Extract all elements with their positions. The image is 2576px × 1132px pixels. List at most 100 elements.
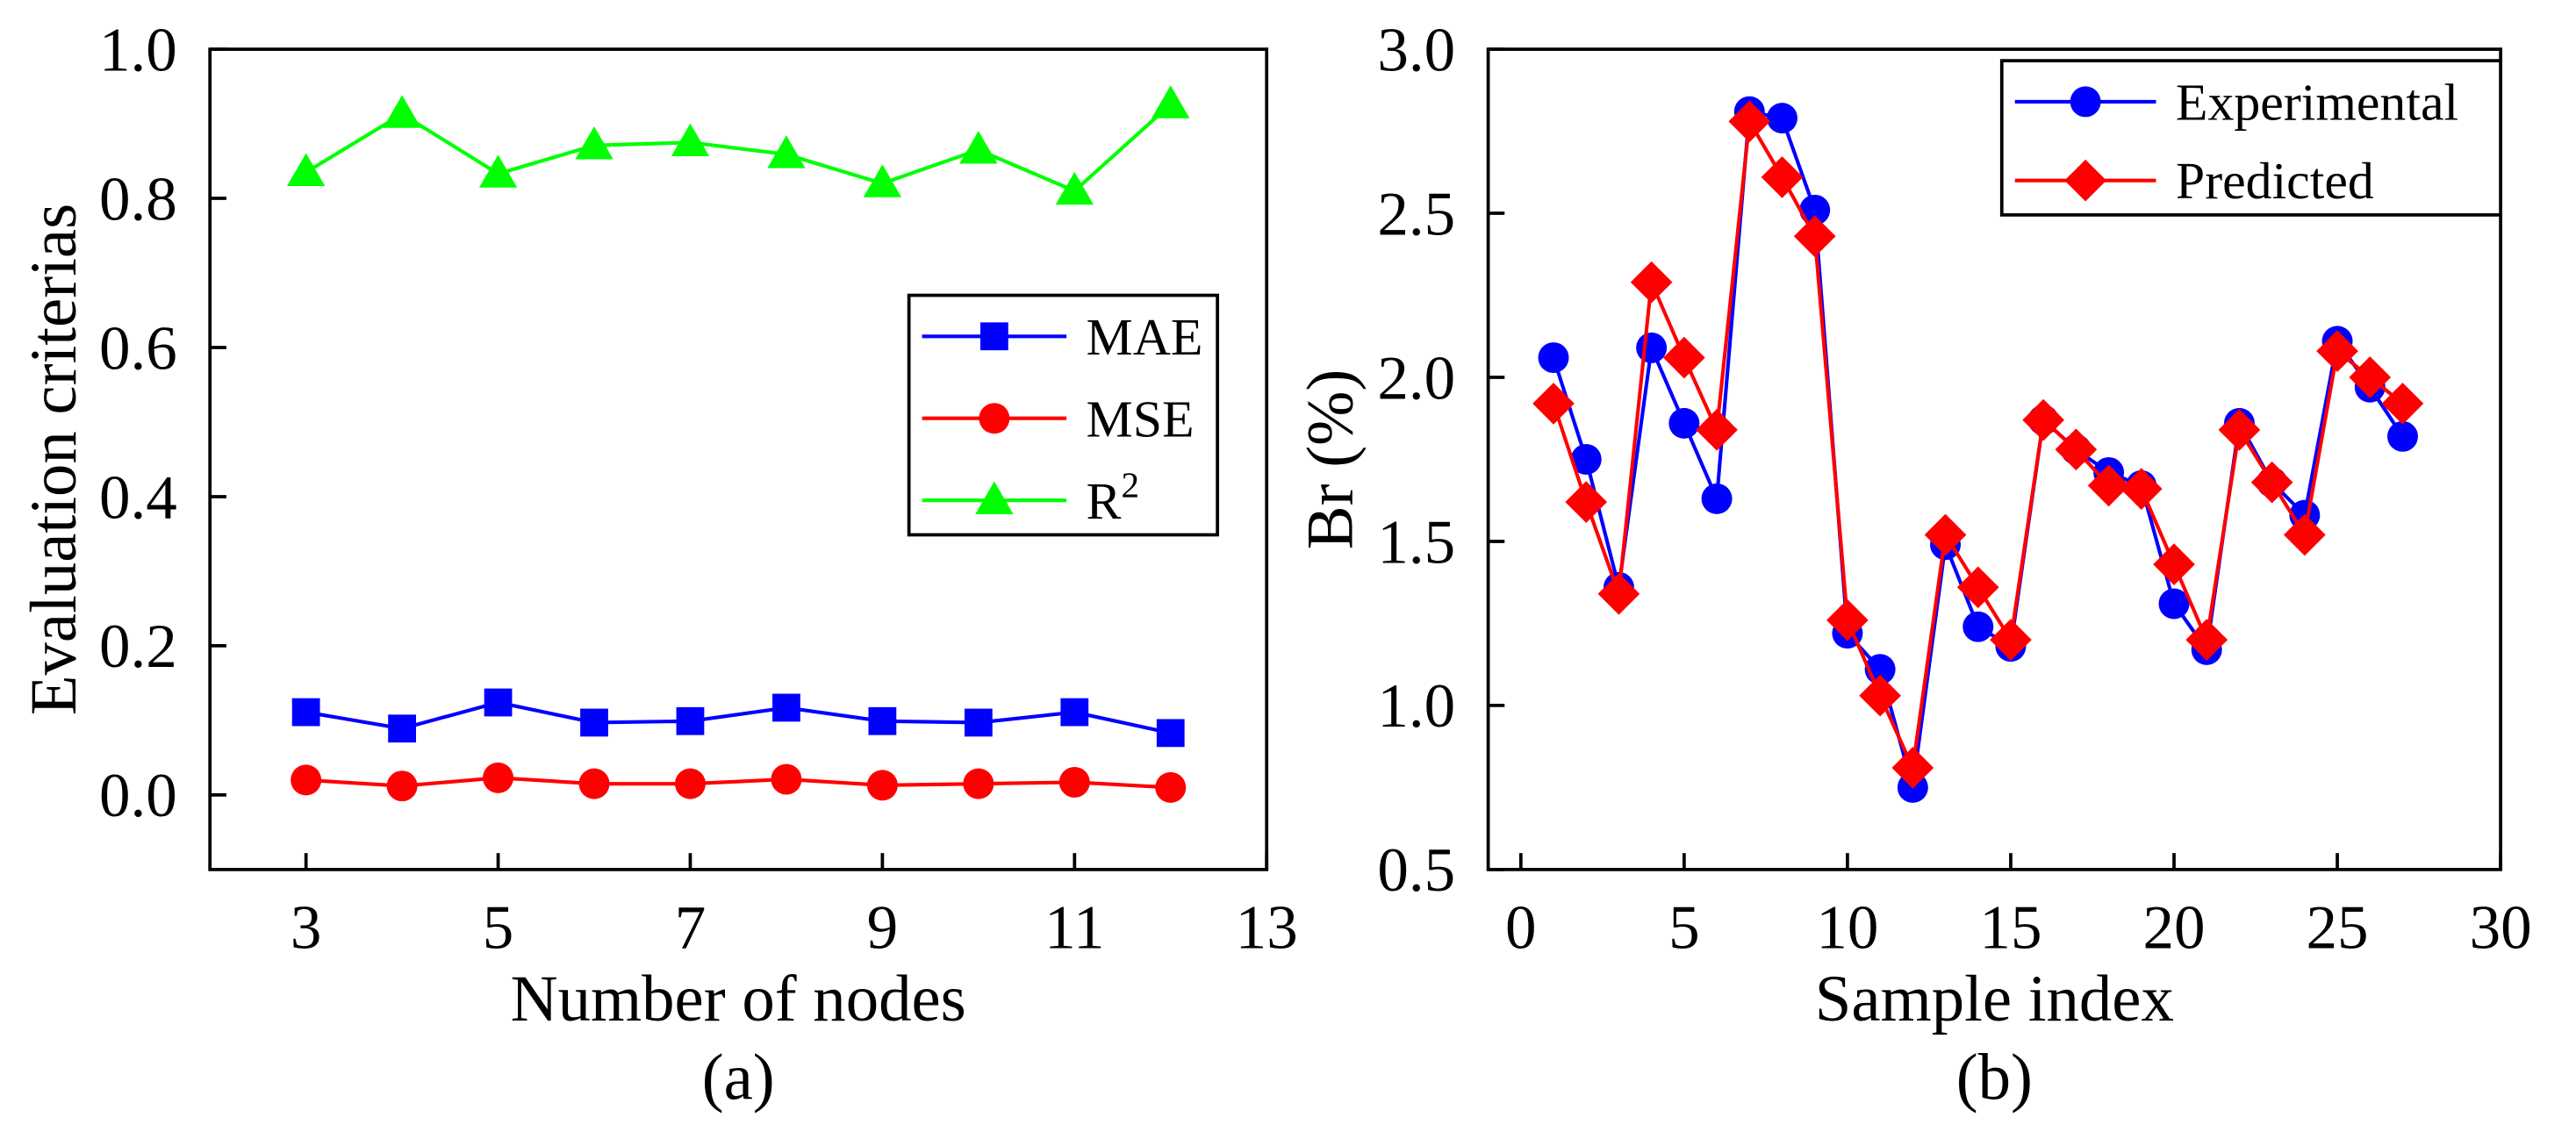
data-point-mae: [388, 714, 416, 743]
data-point-r2: [1152, 85, 1190, 118]
data-point-predicted: [1663, 336, 1705, 379]
y-tick-label: 2.0: [1377, 344, 1455, 412]
plot-frame: [208, 47, 1269, 871]
x-tick-label: 11: [1044, 894, 1104, 963]
y-tick-label: 0.2: [99, 613, 177, 681]
data-point-mae: [291, 698, 320, 727]
y-tick-label: 2.5: [1377, 180, 1455, 248]
legend-label-text: MAE: [1087, 308, 1203, 366]
legend-label: R2: [1087, 464, 1139, 529]
data-point-predicted: [1990, 619, 2032, 661]
data-point-r2: [383, 95, 421, 128]
x-axis-title: Number of nodes: [511, 963, 966, 1035]
data-point-mae: [964, 708, 993, 737]
panel-label: (b): [1956, 1042, 2033, 1114]
data-point-experimental: [1668, 407, 1700, 439]
x-axis-title: Sample index: [1815, 963, 2174, 1035]
legend-label-text: MSE: [1087, 390, 1195, 448]
data-point-r2: [478, 154, 518, 188]
data-point-mae: [868, 706, 897, 735]
data-point-mae: [1156, 719, 1185, 748]
panel-b-chart: 0 5 10 15 20 25 30 0.5 1.0 1.5 2.0 2.5 3.0 Sample ind…: [1294, 16, 2531, 1114]
x-tick-label: 5: [1668, 894, 1700, 963]
data-point-mse: [291, 764, 322, 796]
data-point-r2: [575, 126, 614, 160]
y-tick-label: 0.8: [99, 165, 177, 233]
legend-label-text: Experimental: [2176, 73, 2458, 131]
data-point-experimental: [2158, 588, 2190, 620]
series-line-mae: [305, 700, 1172, 735]
x-tick-label: 7: [675, 894, 707, 963]
x-tick-label: 30: [2470, 894, 2532, 963]
x-tick-label: 5: [483, 894, 514, 963]
x-tick-label: 13: [1236, 894, 1298, 963]
data-point-r2: [671, 123, 710, 157]
data-point-mae: [772, 693, 800, 722]
x-tick-label: 15: [1979, 894, 2041, 963]
data-point-predicted: [2250, 461, 2293, 504]
data-point-predicted: [1728, 100, 1771, 143]
data-point-mae: [484, 688, 513, 717]
x-tick-label: 25: [2307, 894, 2369, 963]
data-point-r2: [959, 131, 998, 164]
data-point-predicted: [1859, 674, 1901, 717]
legend-label: Experimental: [2176, 73, 2458, 131]
data-point-predicted: [1630, 261, 1673, 304]
data-point-predicted: [2185, 619, 2228, 661]
data-point-mse: [386, 770, 418, 802]
data-point-experimental: [1701, 483, 1733, 514]
data-point-predicted: [2218, 408, 2261, 451]
data-point-r2: [286, 153, 326, 187]
data-point-experimental: [2386, 420, 2418, 452]
x-tick-label: 10: [1816, 894, 1878, 963]
x-tick-label: 3: [291, 894, 322, 963]
legend-marker: [2070, 86, 2101, 118]
data-point-mae: [676, 706, 705, 735]
y-tick-label: 0.6: [99, 314, 177, 383]
y-axis-title: Br (%): [1294, 369, 1367, 550]
y-tick-label: 0.0: [99, 762, 177, 830]
legend-label: MAE: [1087, 308, 1203, 366]
panel-label: (a): [702, 1042, 775, 1114]
data-point-predicted: [1956, 566, 1999, 609]
x-tick-label: 20: [2142, 894, 2205, 963]
data-point-predicted: [2349, 356, 2392, 398]
data-point-mse: [483, 762, 514, 793]
y-tick-label: 1.0: [1377, 672, 1455, 741]
data-point-predicted: [1696, 408, 1738, 451]
data-point-mse: [578, 768, 610, 799]
data-point-mse: [1155, 771, 1187, 803]
y-axis-title: Evaluation criterias: [18, 204, 90, 715]
legend-label: MSE: [1087, 390, 1195, 448]
data-point-mse: [674, 768, 706, 799]
data-point-predicted: [1891, 747, 1934, 789]
panel-a-chart: 3 5 7 9 11 13 0.0 0.2 0.4 0.6 0.8 1.0 Number of node…: [18, 16, 1298, 1114]
data-point-mse: [1058, 766, 1090, 798]
series-line-predicted: [1552, 115, 2404, 775]
data-point-predicted: [1761, 156, 1804, 198]
legend-marker: [2064, 159, 2106, 202]
legend-label-text: R: [1087, 472, 1122, 530]
data-point-mse: [963, 768, 994, 799]
x-tick-label: 9: [867, 894, 899, 963]
data-point-predicted: [1826, 598, 1869, 641]
legend-marker: [979, 322, 1008, 351]
series-line-r2: [305, 103, 1173, 193]
legend-label-superscript: 2: [1121, 464, 1139, 505]
data-point-predicted: [1924, 513, 1967, 556]
data-point-experimental: [1636, 332, 1668, 363]
y-tick-label: 3.0: [1377, 16, 1455, 84]
legend-label: Predicted: [2176, 152, 2374, 210]
data-point-mae: [580, 708, 608, 737]
data-point-r2: [767, 135, 806, 168]
x-tick-label: 0: [1505, 894, 1537, 963]
data-point-experimental: [1570, 443, 1602, 475]
data-point-experimental: [1767, 103, 1797, 134]
data-point-r2: [863, 164, 902, 197]
data-point-r2: [1055, 171, 1094, 205]
data-point-experimental: [1962, 611, 1994, 642]
legend-marker: [975, 481, 1014, 514]
data-point-predicted: [2120, 468, 2163, 510]
legend-label-text: Predicted: [2176, 152, 2374, 210]
